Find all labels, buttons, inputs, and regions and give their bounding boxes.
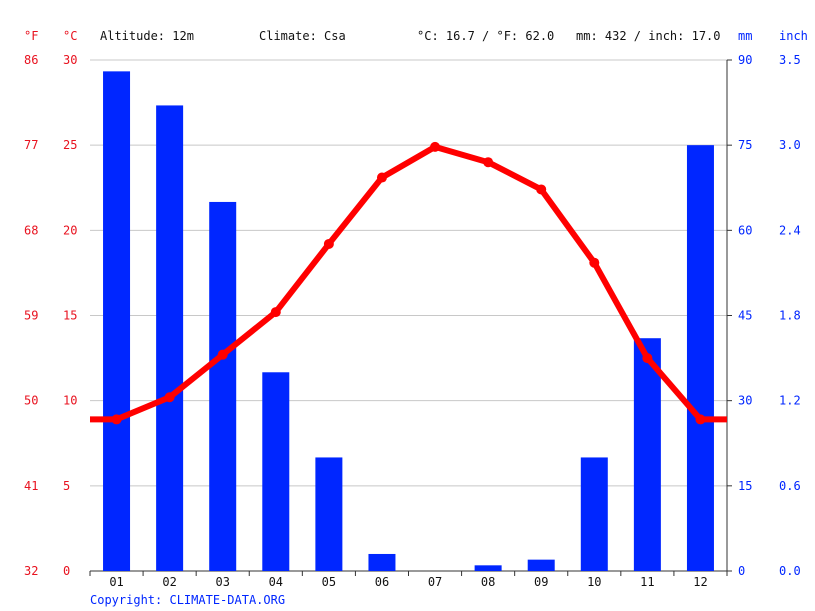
celsius-tick-label: 5 (63, 479, 70, 493)
month-tick-label: 01 (109, 575, 123, 589)
fahrenheit-unit-label: °F (24, 29, 38, 43)
mm-tick-label: 45 (738, 309, 752, 323)
temperature-point (323, 238, 334, 249)
climate-class-label: Climate: Csa (259, 29, 346, 43)
average-temperature-label: °C: 16.7 / °F: 62.0 (417, 29, 554, 43)
inch-tick-label: 3.0 (779, 138, 801, 152)
precipitation-bar (209, 201, 237, 571)
inch-tick-label: 0.0 (779, 564, 801, 578)
month-tick-label: 08 (481, 575, 495, 589)
altitude-label: Altitude: 12m (100, 29, 194, 43)
precipitation-bar (633, 338, 661, 571)
precipitation-bar (262, 372, 290, 571)
celsius-tick-label: 20 (63, 223, 77, 237)
mm-tick-label: 0 (738, 564, 745, 578)
fahrenheit-tick-label: 50 (24, 394, 38, 408)
celsius-unit-label: °C (63, 29, 77, 43)
month-tick-label: 09 (534, 575, 548, 589)
celsius-tick-label: 25 (63, 138, 77, 152)
temperature-point (536, 184, 547, 195)
temperature-point (589, 257, 600, 268)
total-precipitation-label: mm: 432 / inch: 17.0 (576, 29, 721, 43)
month-tick-label: 06 (375, 575, 389, 589)
mm-tick-label: 15 (738, 479, 752, 493)
temperature-point (217, 349, 228, 360)
month-tick-label: 07 (428, 575, 442, 589)
month-tick-label: 02 (162, 575, 176, 589)
month-tick-label: 10 (587, 575, 601, 589)
precipitation-bar (580, 457, 608, 571)
precipitation-bar (686, 145, 714, 571)
month-tick-label: 05 (322, 575, 336, 589)
inch-tick-label: 0.6 (779, 479, 801, 493)
temperature-point (111, 414, 122, 425)
celsius-tick-label: 30 (63, 53, 77, 67)
temperature-point (642, 353, 653, 364)
precipitation-bar (315, 457, 343, 571)
temperature-point (483, 157, 494, 168)
inch-tick-label: 2.4 (779, 223, 801, 237)
inch-tick-label: 1.2 (779, 394, 801, 408)
fahrenheit-tick-label: 86 (24, 53, 38, 67)
tick-labels: 32 0 0 0.0 41 5 15 0.6 50 10 30 1.2 59 15 45 1.8 68 20 60 2… (24, 53, 801, 589)
temperature-line (90, 143, 727, 423)
mm-tick-label: 60 (738, 223, 752, 237)
month-tick-label: 03 (215, 575, 229, 589)
mm-tick-label: 90 (738, 53, 752, 67)
celsius-tick-label: 15 (63, 309, 77, 323)
temperature-point (164, 392, 175, 403)
axis-lines (89, 59, 732, 576)
inch-tick-label: 3.5 (779, 53, 801, 67)
fahrenheit-tick-label: 77 (24, 138, 38, 152)
copyright-text: Copyright: CLIMATE-DATA.ORG (90, 593, 285, 607)
mm-unit-label: mm (738, 29, 752, 43)
celsius-tick-label: 10 (63, 394, 77, 408)
temperature-point (376, 172, 387, 183)
precipitation-bar (527, 559, 555, 571)
temperature-line-group (90, 141, 727, 425)
temperature-point (430, 141, 441, 152)
month-tick-label: 11 (640, 575, 654, 589)
precipitation-bar (103, 71, 131, 571)
fahrenheit-tick-label: 41 (24, 479, 38, 493)
inch-tick-label: 1.8 (779, 309, 801, 323)
fahrenheit-tick-label: 32 (24, 564, 38, 578)
mm-tick-label: 75 (738, 138, 752, 152)
mm-tick-label: 30 (738, 394, 752, 408)
precipitation-bars (103, 71, 714, 571)
temperature-point (270, 307, 281, 318)
month-tick-label: 04 (269, 575, 283, 589)
inch-unit-label: inch (779, 29, 808, 43)
temperature-point (695, 414, 706, 425)
precipitation-bar (474, 565, 502, 571)
celsius-tick-label: 0 (63, 564, 70, 578)
fahrenheit-tick-label: 59 (24, 309, 38, 323)
precipitation-bar (156, 105, 184, 571)
fahrenheit-tick-label: 68 (24, 223, 38, 237)
gridlines (90, 59, 727, 487)
month-tick-label: 12 (693, 575, 707, 589)
precipitation-bar (368, 553, 396, 571)
